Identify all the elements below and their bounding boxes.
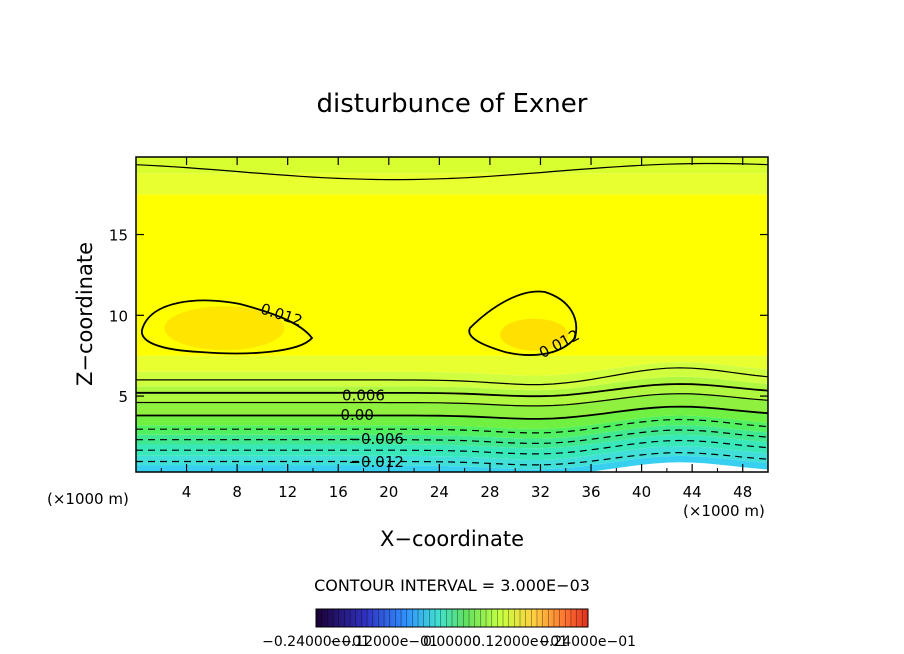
field-band: [136, 392, 768, 420]
x-tick-label: 8: [232, 483, 242, 501]
field-band: [136, 362, 768, 391]
plot-frame: [135, 156, 769, 473]
field-band: [136, 157, 768, 174]
contour-line: [136, 383, 768, 398]
contour-label: 0.006: [342, 387, 385, 405]
field-band: [136, 173, 768, 195]
y-axis-label: Z−coordinate: [73, 242, 97, 386]
field-band: [136, 425, 768, 449]
contour-line: [136, 405, 768, 420]
contour-line: [136, 429, 768, 444]
y-tick-label: 15: [109, 227, 128, 245]
field-max-blob: [164, 306, 285, 351]
contour-line: [141, 299, 314, 355]
colorbar: −0.24000e−01−0.12000e−010.000000.12000e−…: [262, 608, 636, 650]
colorbar-tick-label: −0.12000e−01: [330, 634, 438, 650]
contour-label: 0.00: [340, 406, 373, 424]
contour-line: [468, 290, 578, 356]
y-axis-unit: (×1000 m): [47, 490, 129, 508]
x-tick-label: 48: [733, 483, 752, 501]
contour-line: [136, 162, 768, 181]
contour-line: [136, 439, 768, 455]
x-axis-unit: (×1000 m): [683, 502, 765, 520]
field-band: [136, 355, 768, 376]
x-tick-label: 4: [182, 483, 192, 501]
field-max-blob: [500, 318, 569, 351]
x-tick-label: 28: [480, 483, 499, 501]
y-tick-label: 5: [118, 388, 128, 406]
contour-line: [136, 367, 768, 386]
contour-line: [136, 451, 768, 466]
contour-interval-label: CONTOUR INTERVAL = 3.000E−03: [314, 576, 590, 595]
field-band: [136, 434, 768, 460]
field-band: [136, 194, 768, 356]
colorbar-tick-label: 0.00000: [423, 634, 481, 650]
x-tick-label: 36: [581, 483, 600, 501]
field-band: [136, 415, 768, 439]
contour-label: −0.006: [348, 430, 404, 448]
field-band: [136, 376, 768, 407]
colorbar-tick-label: −0.24000e−01: [262, 634, 370, 650]
field-band: [136, 455, 768, 472]
x-tick-label: 44: [683, 483, 702, 501]
x-tick-label: 12: [278, 483, 297, 501]
x-tick-label: 16: [329, 483, 348, 501]
colorbar-tick-label: 0.12000e−01: [472, 634, 568, 650]
colorbar-tick-label: 0.24000e−01: [540, 634, 636, 650]
x-tick-label: 20: [379, 483, 398, 501]
x-axis-label: X−coordinate: [380, 527, 524, 551]
chart-title: disturbunce of Exner: [317, 89, 588, 119]
field-band: [136, 446, 768, 470]
contour-label: −0.012: [348, 453, 404, 471]
x-tick-label: 32: [531, 483, 550, 501]
contour-line: [136, 393, 768, 407]
y-tick-label: 10: [109, 307, 128, 325]
x-tick-label: 24: [430, 483, 449, 501]
contour-line: [136, 418, 768, 434]
x-tick-label: 40: [632, 483, 651, 501]
field-band: [136, 405, 768, 429]
